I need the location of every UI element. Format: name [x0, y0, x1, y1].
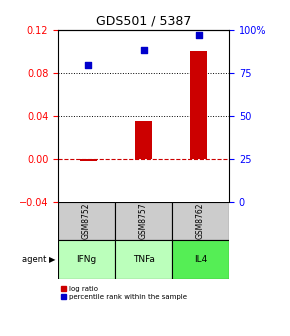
Bar — [135, 121, 152, 159]
Text: IFNg: IFNg — [76, 255, 97, 264]
Text: agent ▶: agent ▶ — [21, 255, 55, 264]
Text: GSM8762: GSM8762 — [196, 203, 205, 239]
Text: GSM8752: GSM8752 — [82, 203, 91, 239]
Point — [86, 63, 91, 68]
Bar — [191, 51, 207, 159]
Point — [141, 47, 146, 53]
Title: GDS501 / 5387: GDS501 / 5387 — [96, 15, 191, 28]
Text: IL4: IL4 — [194, 255, 207, 264]
Bar — [58, 240, 115, 279]
Text: GSM8757: GSM8757 — [139, 203, 148, 239]
Bar — [115, 202, 172, 240]
Bar — [172, 240, 229, 279]
Bar — [115, 240, 172, 279]
Text: TNFa: TNFa — [133, 255, 155, 264]
Bar — [58, 202, 115, 240]
Bar — [172, 202, 229, 240]
Bar — [80, 159, 97, 161]
Legend: log ratio, percentile rank within the sample: log ratio, percentile rank within the sa… — [61, 286, 187, 300]
Point — [196, 32, 201, 38]
